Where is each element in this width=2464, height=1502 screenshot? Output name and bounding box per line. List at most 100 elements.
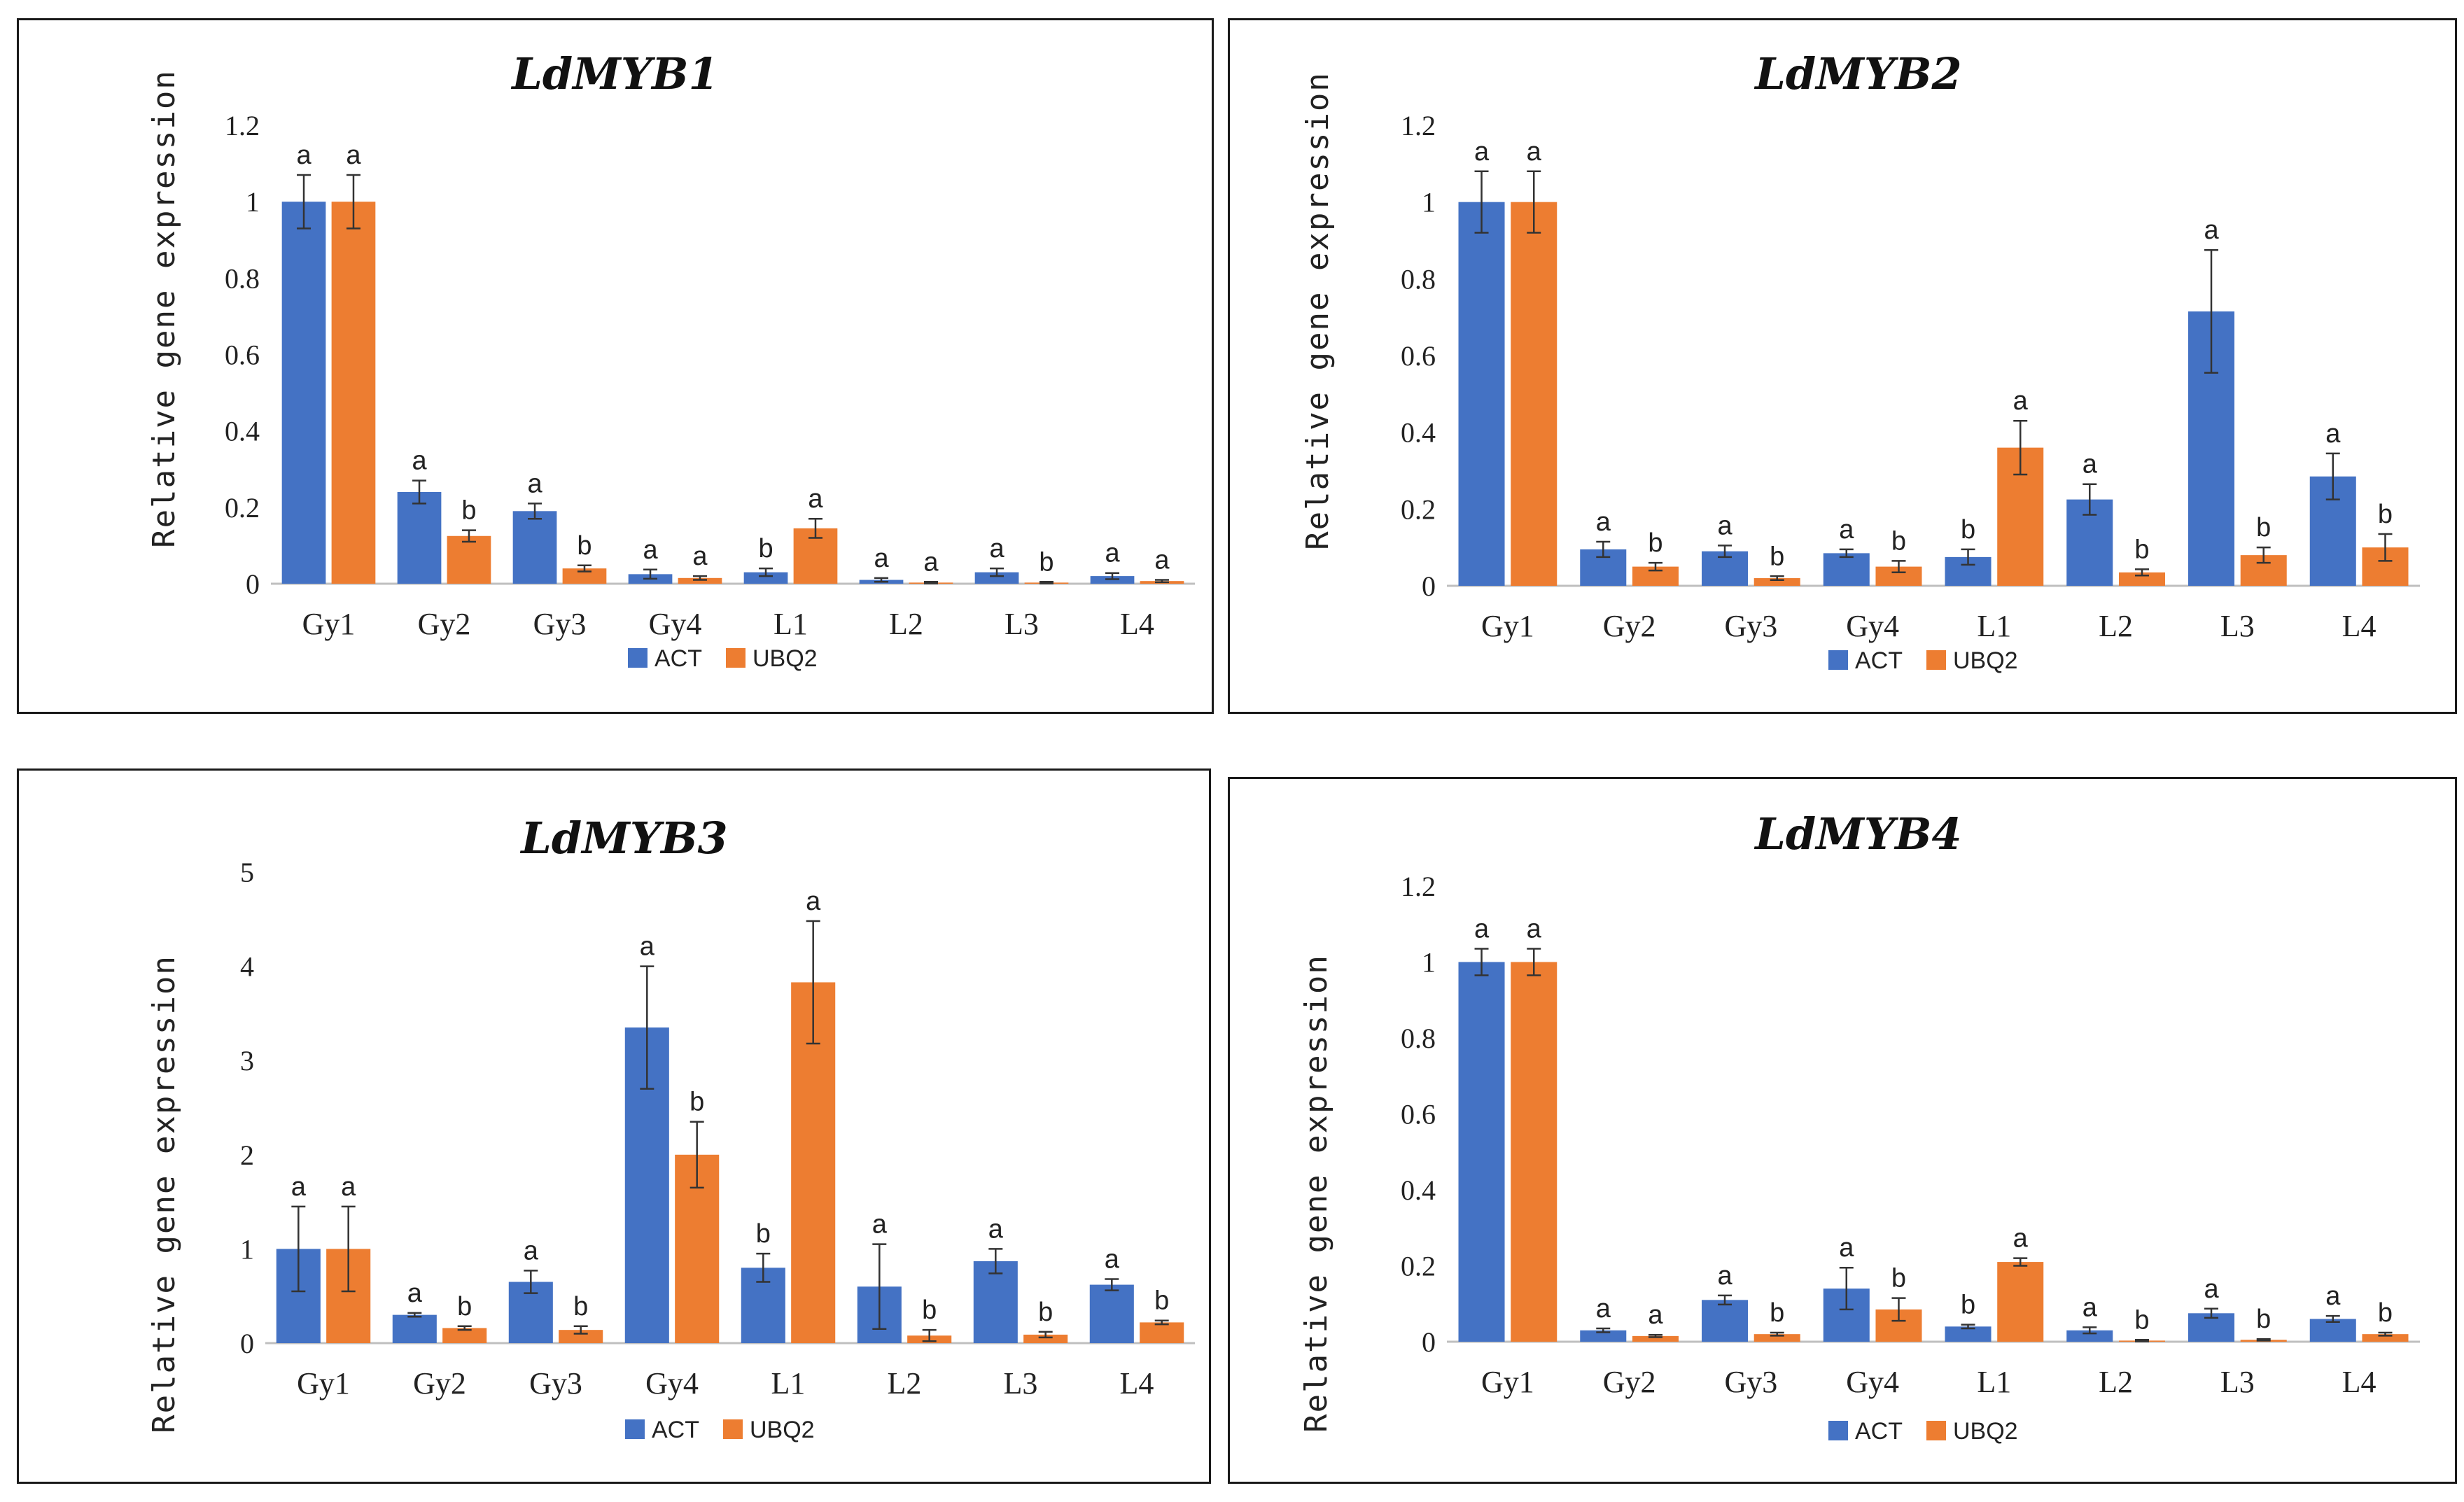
significance-letter: a [1717, 1261, 1732, 1291]
error-bar [806, 920, 820, 1045]
significance-letter: a [291, 1172, 307, 1202]
bar-ubq2-gy1 [1511, 202, 1558, 587]
significance-letter: a [2204, 1275, 2219, 1304]
significance-letter: b [1961, 1291, 1975, 1320]
chart-panel-ldmyb1: LdMYB1 Relative gene expression 0 0.2 0.4 0… [17, 18, 1214, 714]
y-tick-label: 1.2 [1401, 871, 1436, 902]
significance-letter: b [690, 1088, 704, 1117]
error-bar [2082, 1326, 2097, 1335]
y-axis-label: Relative gene expression [146, 955, 182, 1433]
bar-act-gy2 [392, 1314, 437, 1343]
bar-ubq2-gy2 [1632, 1335, 1679, 1342]
error-bar [692, 575, 707, 581]
bar-ubq2-gy3 [1754, 1334, 1800, 1342]
y-tick-label: 0.4 [1401, 417, 1436, 449]
significance-letter: b [2256, 513, 2271, 542]
significance-letter: a [527, 469, 542, 498]
bar-act-gy3 [512, 511, 557, 584]
y-tick-label: 4 [240, 951, 254, 983]
error-bar [1770, 1331, 1784, 1337]
error-bar [759, 567, 774, 577]
bar-act-l2 [2066, 1330, 2113, 1342]
bar-ubq2-l4 [1140, 1322, 1184, 1343]
significance-letter: a [1717, 511, 1732, 540]
error-bar [2378, 533, 2393, 562]
significance-letter: b [1770, 1298, 1784, 1328]
significance-letter: b [922, 1296, 937, 1325]
error-bar [1038, 1331, 1053, 1339]
x-tick-label: Gy4 [645, 1366, 699, 1401]
y-tick-label: 1 [246, 186, 260, 218]
x-tick-label: Gy2 [1603, 1365, 1656, 1399]
significance-letter: a [2013, 386, 2029, 416]
x-tick-label: L4 [1120, 607, 1154, 641]
bar-ubq2-l3 [1023, 1334, 1068, 1343]
bar-ubq2-l4 [2362, 1334, 2409, 1342]
legend-label-ubq2: UBQ2 [752, 645, 818, 672]
significance-letter: a [1474, 137, 1490, 167]
significance-letter: a [346, 141, 361, 170]
legend: ACT UBQ2 [628, 645, 818, 672]
error-bar [2013, 1257, 2028, 1267]
bar-act-gy4 [1823, 553, 1870, 586]
error-bar [1839, 548, 1854, 559]
legend-swatch-ubq2 [726, 648, 746, 668]
legend: ACT UBQ2 [625, 1417, 815, 1443]
error-bar [874, 577, 889, 583]
significance-letter: a [1839, 515, 1854, 545]
significance-letter: b [1961, 515, 1975, 545]
chart-ldmyb1: LdMYB1 Relative gene expression 00.20.40… [146, 48, 1195, 672]
significance-letter: a [1105, 539, 1120, 568]
error-bar [922, 1328, 937, 1342]
x-tick-label: L1 [1977, 1365, 2011, 1399]
legend-swatch-ubq2 [1926, 1421, 1946, 1440]
significance-letter: a [407, 1279, 423, 1308]
error-bar [1154, 579, 1169, 584]
x-tick-label: Gy1 [302, 607, 356, 641]
error-bar [524, 1270, 538, 1294]
x-tick-label: Gy2 [1603, 609, 1656, 643]
error-bar [412, 479, 427, 505]
x-tick-label: Gy4 [649, 607, 702, 641]
bar-act-gy2 [1580, 1330, 1627, 1342]
legend-swatch-ubq2 [723, 1419, 743, 1439]
significance-letter: a [341, 1172, 356, 1202]
y-axis-label: Relative gene expression [146, 69, 182, 548]
significance-letter: a [2204, 216, 2219, 245]
error-bar [1596, 540, 1611, 559]
legend-label-act: ACT [1855, 1418, 1903, 1445]
x-tick-label: Gy2 [418, 607, 471, 641]
significance-letter: b [1039, 547, 1054, 577]
significance-letter: b [1891, 526, 1906, 556]
x-tick-label: L2 [889, 607, 923, 641]
plot-area: 0 1 2 3 4 5 Gy1 a a Gy2 a b Gy3 a b Gy4 a b L1 b a L2 a b L3 a b L4… [240, 857, 1195, 1401]
legend-swatch-act [1828, 650, 1848, 670]
legend-swatch-act [625, 1419, 645, 1439]
y-axis-label: Relative gene expression [1298, 954, 1334, 1433]
legend-swatch-act [628, 648, 648, 668]
bar-act-gy1 [281, 202, 326, 584]
significance-letter: a [1474, 915, 1490, 944]
chart-title: LdMYB4 [1754, 808, 1961, 859]
x-tick-label: L3 [2220, 609, 2255, 643]
significance-letter: a [524, 1236, 539, 1265]
error-bar [1648, 1333, 1662, 1338]
legend-label-act: ACT [652, 1417, 699, 1443]
significance-letter: b [1770, 542, 1784, 571]
legend-label-act: ACT [1855, 647, 1903, 674]
error-bar [1891, 560, 1906, 574]
y-tick-label: 0.6 [225, 339, 260, 371]
chart-panel-ldmyb4: LdMYB4 Relative gene expression 0 0.2 0.4 0… [1228, 777, 2457, 1484]
y-tick-label: 0 [1422, 570, 1436, 602]
significance-letter: a [988, 1214, 1004, 1244]
significance-letter: b [457, 1292, 472, 1321]
x-tick-label: Gy4 [1846, 609, 1899, 643]
significance-letter: a [1596, 1294, 1611, 1324]
y-tick-label: 1.2 [1401, 110, 1436, 141]
plot-area: 0 0.2 0.4 0.6 0.8 1 1.2 Gy1 a a Gy2 a b Gy3 a b Gy4 a b L1 b… [1401, 110, 2420, 643]
significance-letter: a [806, 887, 821, 916]
plot-area: 0 0.2 0.4 0.6 0.8 1 1.2 Gy1 a a Gy2 a a Gy3 a b Gy4 a b L1 b… [1401, 871, 2420, 1399]
x-tick-label: Gy3 [533, 607, 587, 641]
bar-ubq2-gy4 [678, 577, 722, 584]
error-bar [1527, 948, 1541, 976]
